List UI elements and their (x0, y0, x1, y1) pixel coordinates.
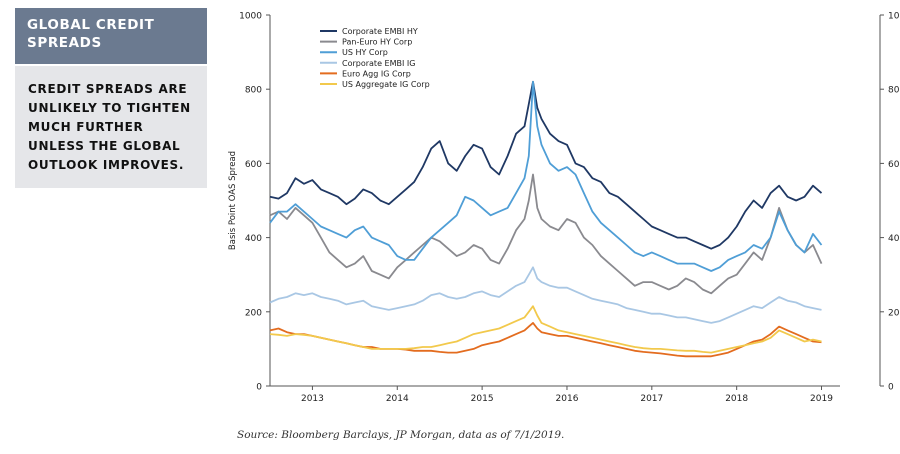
legend-label: Euro Agg IG Corp (342, 69, 411, 78)
x-tick-label: 2016 (556, 394, 579, 404)
sidebar-callout: CREDIT SPREADS ARE UNLIKELY TO TIGHTEN M… (15, 66, 207, 188)
x-tick-label: 2013 (301, 394, 324, 404)
y-tick-label-left: 1000 (239, 12, 262, 22)
x-tick-label: 2014 (386, 394, 409, 404)
legend-label: Corporate EMBI HY (342, 27, 418, 36)
x-tick-label: 2019 (810, 394, 833, 404)
series-line-pan-euro-hy-corp (269, 173, 823, 295)
chart-axes: 0 0 200 200 400 400 600 600 800 800 1000 1000 2013 20… (228, 12, 900, 405)
legend-label: Pan-Euro HY Corp (342, 38, 412, 47)
sidebar-header: GLOBAL CREDIT SPREADS (15, 8, 207, 64)
y-tick-label-left: 800 (245, 86, 262, 96)
sidebar-callout-text: CREDIT SPREADS ARE UNLIKELY TO TIGHTEN M… (28, 82, 191, 172)
y-tick-label-right: 0 (888, 383, 894, 393)
series-line-us-aggregate-ig-corp (269, 305, 822, 354)
sidebar-title: GLOBAL CREDIT SPREADS (27, 17, 155, 51)
series-line-euro-agg-ig-corp (269, 321, 822, 358)
series-line-corporate-embi-hy (269, 80, 823, 250)
legend-label: US Aggregate IG Corp (342, 80, 430, 89)
legend-label: Corporate EMBI IG (342, 59, 415, 68)
y-tick-label-right: 800 (888, 86, 900, 96)
y-tick-label-left: 400 (245, 234, 262, 244)
y-axis-title: Basis Point OAS Spread (228, 151, 238, 250)
source-caption: Source: Bloomberg Barclays, JP Morgan, d… (237, 429, 565, 441)
series-line-us-hy-corp (269, 80, 823, 272)
x-tick-label: 2017 (640, 394, 663, 404)
legend-label: US HY Corp (342, 48, 388, 57)
x-tick-label: 2015 (471, 394, 494, 404)
chart-series-lines (269, 80, 823, 358)
y-tick-label-right: 600 (888, 160, 900, 170)
y-tick-label-right: 400 (888, 234, 900, 244)
series-line-corporate-embi-ig (269, 266, 822, 324)
y-tick-label-left: 200 (245, 308, 262, 318)
y-tick-label-right: 200 (888, 308, 900, 318)
y-tick-label-left: 0 (256, 383, 262, 393)
y-tick-label-left: 600 (245, 160, 262, 170)
y-tick-label-right: 1000 (888, 12, 900, 22)
x-tick-label: 2018 (725, 394, 748, 404)
